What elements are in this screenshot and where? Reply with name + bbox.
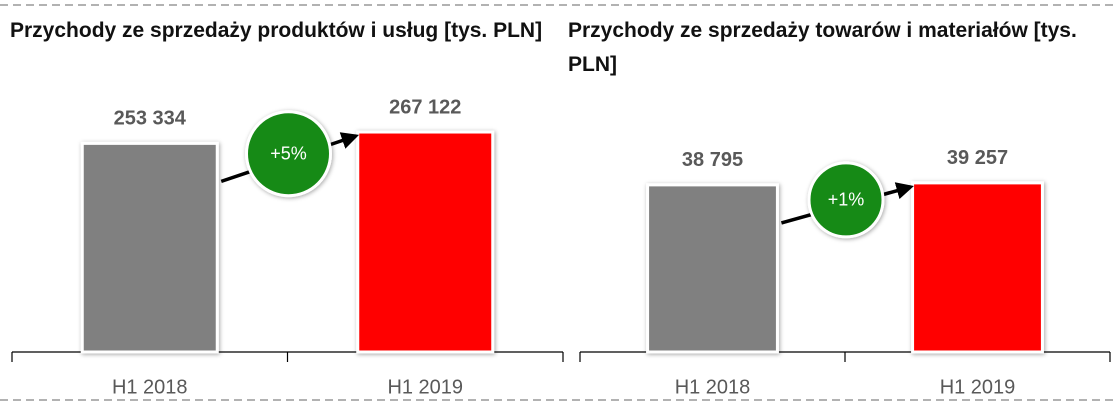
annotation: +1% [828,190,865,210]
bar [911,181,1044,354]
chart-title: Przychody ze sprzedaży produktów i usług… [10,19,543,42]
x-tick-label: H1 2019 [940,376,1016,398]
x-tick-label: H1 2018 [675,376,751,398]
value-label: 38 795 [682,149,743,171]
value-label: 39 257 [947,147,1008,169]
annotation-circle [807,161,885,239]
value-label: 253 334 [114,108,187,130]
chart-title: Przychody ze sprzedaży towarów i materia… [568,19,1077,76]
value-label: 267 122 [389,96,461,118]
bar [646,183,779,354]
bar [80,141,219,354]
annotation: +5% [270,143,307,163]
x-tick-label: H1 2018 [112,376,188,398]
annotation-circle [245,110,332,198]
bar [356,130,495,354]
x-tick-label: H1 2019 [387,376,463,398]
